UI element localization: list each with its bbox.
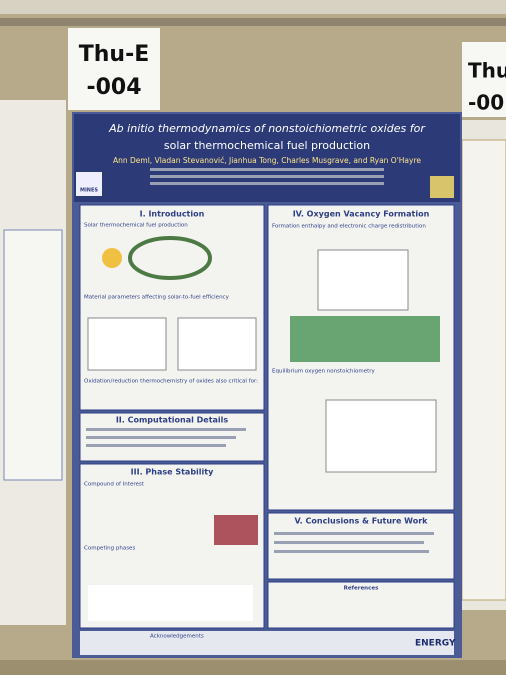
- affiliation-line: [150, 168, 384, 171]
- sign-text: Thu-E: [79, 42, 150, 67]
- sign-text: -00: [468, 91, 504, 115]
- subtitle: Solar thermochemical fuel production: [84, 223, 188, 229]
- charge-density-figure: [290, 316, 440, 362]
- figure: [177, 317, 257, 371]
- subtitle: Oxidation/reduction thermochemistry of o…: [84, 379, 258, 385]
- section-title: I. Introduction: [140, 210, 205, 219]
- ceiling: [0, 0, 506, 14]
- section-title: Acknowledgements: [150, 634, 204, 640]
- crystal-figure: [214, 515, 258, 545]
- section-title: II. Computational Details: [116, 416, 229, 425]
- text-line: [86, 436, 236, 439]
- logo-text: MINES: [80, 188, 98, 194]
- section-title: III. Phase Stability: [131, 468, 214, 477]
- board-rail: [0, 18, 506, 26]
- sign-text: Thu: [468, 59, 506, 83]
- section-title: V. Conclusions & Future Work: [295, 517, 429, 526]
- sign: [462, 42, 506, 117]
- poster-header: [74, 114, 460, 202]
- neighbour-panel: [3, 229, 63, 481]
- equations: [88, 585, 253, 621]
- cycle-diagram: [128, 236, 212, 280]
- figure: [317, 249, 409, 311]
- affiliation-line: [150, 182, 384, 185]
- neighbour-panel: [461, 139, 506, 601]
- text-line: [274, 550, 429, 553]
- panel: [267, 512, 455, 580]
- section-title: References: [344, 586, 379, 592]
- logo: [430, 176, 454, 198]
- poster-title: Ab initio thermodynamics of nonstoichiom…: [108, 122, 426, 135]
- sun-icon: [102, 248, 122, 268]
- subtitle: Material parameters affecting solar-to-f…: [84, 295, 230, 301]
- text-line: [274, 541, 424, 544]
- subtitle: Equilibrium oxygen nonstoichiometry: [272, 369, 376, 375]
- subtitle: Competing phases: [84, 546, 135, 552]
- sign: [68, 28, 160, 110]
- text-line: [274, 532, 434, 535]
- figure: [87, 317, 167, 371]
- floor-edge: [0, 660, 506, 675]
- sign-text: -004: [86, 75, 141, 100]
- affiliation-line: [150, 175, 384, 178]
- text-line: [86, 428, 246, 431]
- footer: [80, 631, 454, 655]
- figure: [325, 399, 437, 473]
- poster-authors: Ann Deml, Vladan Stevanović, Jianhua Ton…: [113, 156, 421, 165]
- section-title: IV. Oxygen Vacancy Formation: [293, 210, 430, 219]
- logo-text: ENERGY: [415, 639, 456, 649]
- panel: [267, 581, 455, 629]
- subtitle: Compound of Interest: [84, 482, 145, 488]
- subtitle: Formation enthalpy and electronic charge…: [272, 224, 426, 230]
- text-line: [86, 444, 226, 447]
- poster-title: solar thermochemical fuel production: [164, 139, 370, 152]
- logo: [76, 172, 102, 196]
